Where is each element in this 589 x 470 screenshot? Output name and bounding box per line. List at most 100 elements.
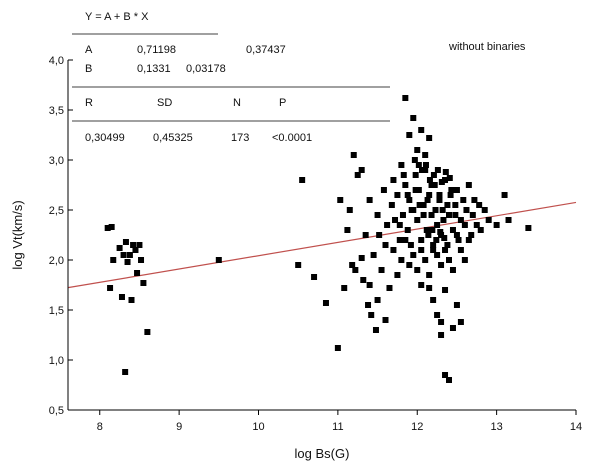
y-tick-label: 2,5 [49,205,64,217]
data-point [341,285,347,291]
data-point [122,369,128,375]
data-point [401,172,407,178]
data-point [450,325,456,331]
x-tick-label: 14 [570,421,582,433]
data-point [418,127,424,133]
data-point [454,187,460,193]
data-point [352,267,358,273]
data-point [365,302,371,308]
y-tick-label: 1,0 [49,355,64,367]
data-point [448,187,454,193]
stats-b-value: 0,1331 [137,63,171,75]
data-point [375,212,381,218]
data-point [478,227,484,233]
data-point [410,115,416,121]
data-point [426,285,432,291]
data-point [414,217,420,223]
stats-value-n: 173 [231,132,249,144]
data-point [383,242,389,248]
y-tick-label: 3,0 [49,155,64,167]
data-point [140,280,146,286]
data-point [454,302,460,308]
data-point [417,202,423,208]
stats-header-n: N [233,97,241,109]
stats-value-sd: 0,45325 [153,132,193,144]
data-point [123,239,129,245]
data-point [458,319,464,325]
data-point [405,192,411,198]
y-tick-label: 0,5 [49,405,64,417]
data-point [367,282,373,288]
data-point [375,297,381,303]
x-tick-label: 9 [176,421,182,433]
data-point [442,247,448,253]
data-point [440,217,446,223]
data-point [376,232,382,238]
data-point [426,272,432,278]
x-axis-title: log Bs(G) [295,446,350,461]
data-point [435,167,441,173]
data-point [144,329,150,335]
data-point [389,202,395,208]
annotation-without-binaries: without binaries [448,41,526,53]
data-point [486,217,492,223]
data-point [441,235,447,241]
data-point [433,237,439,243]
data-point [429,227,435,233]
data-point [335,345,341,351]
data-point [368,312,374,318]
data-point [458,247,464,253]
data-point [121,252,127,258]
data-point [363,232,369,238]
data-point [476,202,482,208]
data-point [398,162,404,168]
data-point [450,267,456,273]
data-point [299,177,305,183]
data-point [381,187,387,193]
data-point [423,162,429,168]
data-point [438,319,444,325]
x-tick-label: 10 [252,421,264,433]
data-point [433,207,439,213]
data-point [416,162,422,168]
data-point [359,167,365,173]
data-point [446,257,452,263]
stats-a-error: 0,37437 [246,44,286,56]
data-point [430,297,436,303]
data-point [409,207,415,213]
data-point [422,257,428,263]
data-point [442,287,448,293]
data-point [425,197,431,203]
data-point [367,197,373,203]
data-point [438,332,444,338]
data-point [397,237,403,243]
data-point [405,227,411,233]
data-point [216,257,222,263]
data-point [379,267,385,273]
data-point [447,175,453,181]
data-point [414,267,420,273]
data-point [413,172,419,178]
data-point [394,272,400,278]
x-tick-label: 13 [491,421,503,433]
data-point [117,245,123,251]
stats-a-label: A [85,44,93,56]
data-point [127,252,133,258]
data-point [466,237,472,243]
data-point [383,317,389,323]
data-point [394,192,400,198]
data-point [470,212,476,218]
data-point [436,192,442,198]
data-point [482,207,488,213]
data-point [462,222,468,228]
data-point [406,132,412,138]
data-point [136,242,142,248]
data-point [414,147,420,153]
data-point [402,95,408,101]
data-point [452,212,458,218]
data-point [418,237,424,243]
data-point [390,177,396,183]
y-tick-label: 1,5 [49,305,64,317]
y-axis-title: log Vt(km/s) [10,200,25,269]
